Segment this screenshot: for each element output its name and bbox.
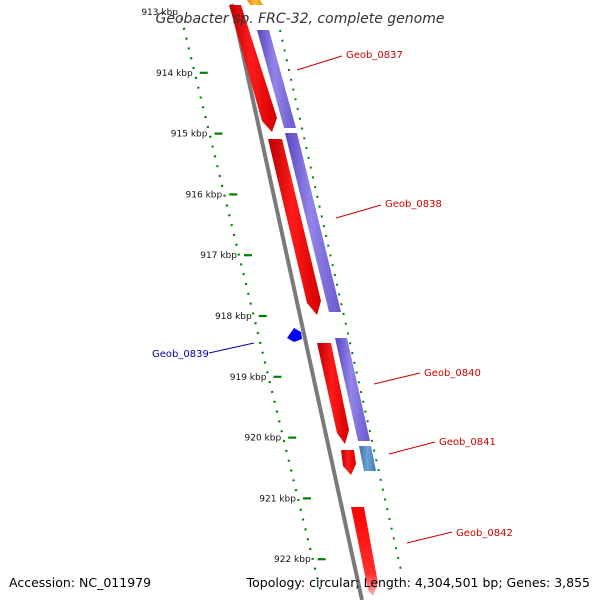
gene-geob-0841-cog: [359, 446, 376, 471]
gene-geob-0837-arrow[interactable]: [229, 5, 277, 132]
kbp-scale-line: [180, 17, 322, 591]
leader-geob-0838: [335, 204, 382, 219]
gene-geob-0838-arrow[interactable]: [268, 139, 321, 315]
kbp-tick-label: 914 kbp: [156, 69, 193, 79]
topology-text: Topology: circular; Length: 4,304,501 bp…: [246, 575, 590, 590]
leader-geob-0837: [296, 55, 343, 71]
upstream-feature: [247, 0, 263, 5]
leader-geob-0839: [208, 342, 255, 354]
leader-geob-0840: [373, 372, 421, 385]
kbp-tick-label: 915 kbp: [171, 130, 208, 140]
kbp-tick-label: 920 kbp: [245, 434, 282, 444]
kbp-tick-label: 913 kbp: [141, 8, 178, 18]
gene-geob-0840-arrow[interactable]: [317, 343, 349, 444]
label-geob-0839[interactable]: Geob_0839: [152, 349, 209, 360]
kbp-tick-label: 919 kbp: [230, 373, 267, 383]
gene-geob-0838-cog: [285, 133, 341, 312]
cog-track: [257, 30, 376, 471]
gene-geob-0841-arrow[interactable]: [341, 450, 356, 475]
leader-geob-0842: [406, 531, 453, 544]
kbp-tick-label: 916 kbp: [186, 190, 223, 200]
gene-labels: Geob_0837 Geob_0838 Geob_0839 Geob_0840 …: [152, 50, 513, 544]
label-geob-0838[interactable]: Geob_0838: [385, 199, 442, 210]
leader-geob-0841: [388, 441, 436, 455]
kbp-tick-label: 922 kbp: [274, 555, 311, 565]
forward-cds-track: [229, 5, 378, 596]
kbp-tick-label: 917 kbp: [200, 251, 237, 261]
accession-text: Accession: NC_011979: [9, 575, 152, 590]
label-geob-0842[interactable]: Geob_0842: [456, 528, 513, 539]
genome-backbone: [230, 3, 364, 600]
kbp-tick-label: 921 kbp: [259, 494, 296, 504]
gene-geob-0840-cog: [335, 338, 370, 441]
kbp-tick-label: 918 kbp: [215, 312, 252, 322]
gene-geob-0842-arrow[interactable]: [351, 507, 378, 596]
map-title: Geobacter sp. FRC-32, complete genome: [156, 11, 445, 27]
label-geob-0840[interactable]: Geob_0840: [424, 368, 481, 379]
label-geob-0837[interactable]: Geob_0837: [346, 50, 403, 61]
kbp-scale: 913 kbp 914 kbp 915 kbp 916 kbp 917 kbp 918 k…: [141, 8, 326, 591]
label-geob-0841[interactable]: Geob_0841: [439, 437, 496, 448]
gene-geob-0837-cog: [257, 30, 296, 128]
gene-geob-0839-arrow[interactable]: [287, 328, 302, 342]
